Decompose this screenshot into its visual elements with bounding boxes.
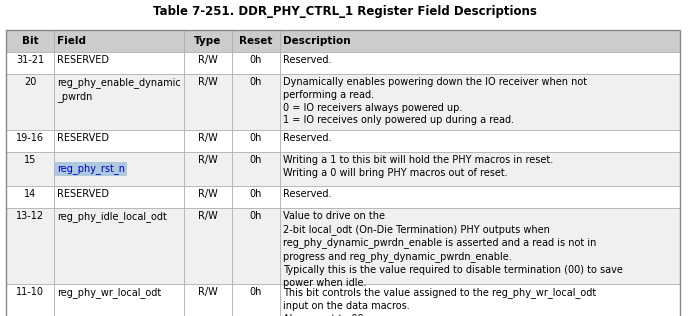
Bar: [6, 130, 54, 152]
Bar: [6, 74, 54, 130]
Bar: [6, 52, 54, 74]
Bar: [54, 186, 184, 208]
Text: reg_phy_wr_local_odt: reg_phy_wr_local_odt: [57, 287, 161, 298]
Text: Table 7-251. DDR_PHY_CTRL_1 Register Field Descriptions: Table 7-251. DDR_PHY_CTRL_1 Register Fie…: [153, 5, 537, 18]
Text: 0h: 0h: [250, 287, 262, 297]
Bar: [184, 30, 232, 52]
Bar: [6, 186, 54, 208]
Text: 0h: 0h: [250, 77, 262, 87]
Text: 20: 20: [24, 77, 36, 87]
Text: 19-16: 19-16: [16, 133, 44, 143]
Bar: [184, 284, 232, 316]
Text: 31-21: 31-21: [16, 55, 44, 65]
Bar: [280, 186, 680, 208]
Text: R/W: R/W: [198, 55, 218, 65]
Bar: [6, 152, 54, 186]
Bar: [280, 74, 680, 130]
Bar: [232, 30, 280, 52]
Text: This bit controls the value assigned to the reg_phy_wr_local_odt
input on the da: This bit controls the value assigned to …: [283, 287, 596, 316]
Bar: [184, 208, 232, 284]
Text: Field: Field: [57, 36, 86, 46]
Text: Reserved.: Reserved.: [283, 189, 331, 199]
Bar: [54, 30, 184, 52]
Text: Dynamically enables powering down the IO receiver when not
performing a read.
0 : Dynamically enables powering down the IO…: [283, 77, 587, 125]
Bar: [232, 186, 280, 208]
Text: Value to drive on the
2-bit local_odt (On-Die Termination) PHY outputs when
reg_: Value to drive on the 2-bit local_odt (O…: [283, 211, 623, 288]
Text: reg_phy_idle_local_odt: reg_phy_idle_local_odt: [57, 211, 167, 222]
Text: R/W: R/W: [198, 133, 218, 143]
Text: Bit: Bit: [21, 36, 39, 46]
Text: 15: 15: [24, 155, 36, 165]
Bar: [280, 152, 680, 186]
Bar: [184, 186, 232, 208]
Bar: [232, 284, 280, 316]
Text: RESERVED: RESERVED: [57, 133, 109, 143]
Text: 0h: 0h: [250, 189, 262, 199]
Text: RESERVED: RESERVED: [57, 189, 109, 199]
Text: 13-12: 13-12: [16, 211, 44, 221]
Bar: [280, 130, 680, 152]
Text: Reserved.: Reserved.: [283, 55, 331, 65]
Text: R/W: R/W: [198, 77, 218, 87]
Text: Reserved.: Reserved.: [283, 133, 331, 143]
Text: R/W: R/W: [198, 211, 218, 221]
Text: Description: Description: [283, 36, 351, 46]
Bar: [232, 152, 280, 186]
Bar: [184, 130, 232, 152]
Bar: [6, 30, 54, 52]
Bar: [280, 208, 680, 284]
Text: RESERVED: RESERVED: [57, 55, 109, 65]
Bar: [184, 74, 232, 130]
Text: 14: 14: [24, 189, 36, 199]
Text: 0h: 0h: [250, 55, 262, 65]
Text: Type: Type: [195, 36, 221, 46]
Bar: [54, 130, 184, 152]
Text: Reset: Reset: [239, 36, 273, 46]
Bar: [54, 208, 184, 284]
Bar: [280, 284, 680, 316]
Bar: [54, 52, 184, 74]
Text: 0h: 0h: [250, 211, 262, 221]
Bar: [184, 152, 232, 186]
Bar: [232, 52, 280, 74]
Bar: [6, 208, 54, 284]
Text: reg_phy_rst_n: reg_phy_rst_n: [57, 164, 125, 174]
Text: R/W: R/W: [198, 189, 218, 199]
Text: R/W: R/W: [198, 287, 218, 297]
Bar: [280, 52, 680, 74]
Text: R/W: R/W: [198, 155, 218, 165]
Bar: [54, 152, 184, 186]
Text: 0h: 0h: [250, 155, 262, 165]
Bar: [232, 74, 280, 130]
Bar: [6, 284, 54, 316]
Bar: [54, 284, 184, 316]
Bar: [232, 208, 280, 284]
Text: 11-10: 11-10: [16, 287, 44, 297]
Text: reg_phy_enable_dynamic
_pwrdn: reg_phy_enable_dynamic _pwrdn: [57, 77, 181, 102]
Bar: [280, 30, 680, 52]
Bar: [54, 74, 184, 130]
Text: Writing a 1 to this bit will hold the PHY macros in reset.
Writing a 0 will brin: Writing a 1 to this bit will hold the PH…: [283, 155, 553, 178]
Text: 0h: 0h: [250, 133, 262, 143]
Bar: [232, 130, 280, 152]
Bar: [184, 52, 232, 74]
